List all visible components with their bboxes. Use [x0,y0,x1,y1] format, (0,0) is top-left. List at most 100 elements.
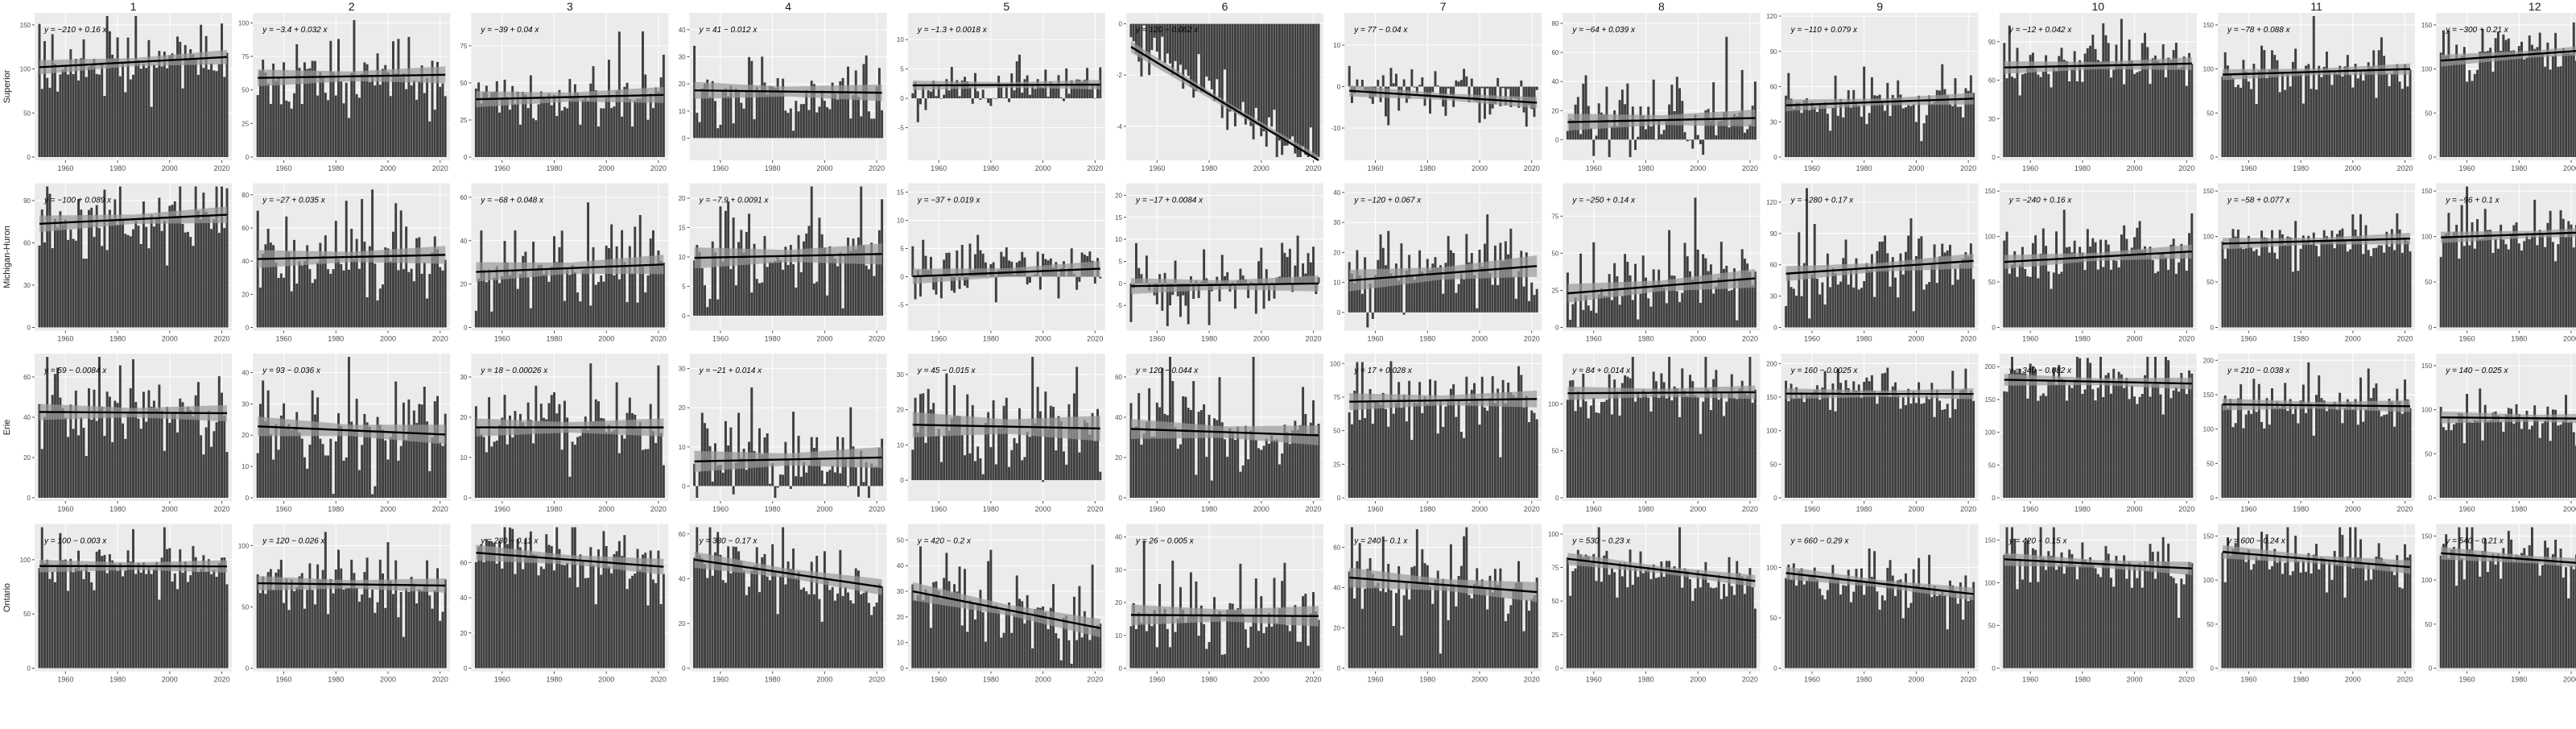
data-bar [2055,385,2058,498]
data-bar [2372,248,2375,327]
data-bar [411,85,413,157]
data-bar [972,405,974,480]
data-bar [1385,409,1387,498]
data-bar [2087,229,2089,327]
data-bar [821,470,824,486]
data-bar [1234,440,1236,498]
data-bar [392,41,394,157]
data-bar [1886,368,1889,498]
data-bar [2442,544,2445,668]
data-bar [2047,271,2050,328]
data-bar [200,219,202,328]
data-bar [855,70,857,138]
data-bar [1525,396,1528,498]
data-bar [1361,80,1364,86]
y-tick-label: 10 [897,36,904,43]
y-tick-label: 0 [1555,136,1559,143]
data-bar [2442,427,2445,498]
x-tick-label: 1980 [2293,164,2309,172]
data-bar [176,433,179,498]
data-bar [1720,599,1723,669]
data-bar [2276,259,2278,327]
data-bar [1725,596,1728,668]
data-bar [1297,642,1299,669]
data-bar [808,466,811,487]
data-bar [2294,404,2297,498]
data-bar [803,104,805,138]
y-tick-label: 0 [2211,665,2215,673]
data-bar [2531,235,2533,328]
data-bar [1678,88,1681,139]
x-tick-label: 2020 [432,335,448,343]
data-bar [631,126,634,157]
data-bar [124,234,126,327]
data-bar [1868,381,1871,498]
data-bar [919,394,922,480]
data-bar [2042,393,2045,498]
data-bar [195,187,197,328]
data-bar [873,607,875,668]
data-bar [2526,556,2529,669]
data-bar [1837,369,1839,498]
data-bar [650,238,652,327]
data-bar [436,396,439,498]
data-bar [192,55,194,157]
y-tick-label: 100 [2203,426,2215,433]
data-bar [722,473,724,487]
data-bar [1010,450,1013,480]
data-bar [1827,254,1829,328]
data-bar [2070,68,2073,157]
x-tick-label: 2020 [650,335,667,343]
data-bar [98,228,101,327]
y-tick-label: 20 [460,281,467,288]
data-bar [2055,71,2058,157]
data-bar [291,430,293,498]
x-tick-label: 1980 [765,164,781,172]
data-bar [714,101,716,138]
data-bar [485,452,488,498]
y-tick-label: 0 [1773,325,1777,332]
data-bar [750,61,753,139]
data-bar [2370,68,2372,157]
data-bar [1810,102,1813,157]
data-bar [2008,555,2011,668]
data-bar [1884,111,1886,157]
data-bar [1821,387,1823,498]
data-bar [439,442,441,498]
data-bar [2139,221,2141,327]
data-bar [1860,117,1863,157]
data-bar [2235,87,2237,157]
data-bar [2034,370,2037,498]
data-bar [2131,386,2133,498]
data-bar [800,272,803,316]
data-bar [1801,296,1803,328]
y-tick-label: 20 [679,195,686,202]
data-bar [530,309,532,328]
data-bar [1640,398,1642,498]
data-bar [815,113,818,139]
data-bar [1047,629,1050,668]
data-bar [2152,384,2154,498]
data-bar [2344,66,2347,157]
data-bar [1509,605,1512,668]
data-bar [161,411,163,498]
y-tick-label: 10 [897,441,904,449]
data-bar [832,254,834,315]
data-bar [1476,309,1478,313]
x-tick-label: 2020 [2178,335,2194,343]
data-bar [1416,529,1418,669]
y-tick-label: 0 [900,95,904,102]
data-bar [2567,599,2570,669]
data-bar [1078,453,1080,480]
data-bar [327,269,329,327]
data-bar [2128,399,2131,498]
equation-label: y = 120 − 0.026 x [262,537,325,546]
data-bar [1787,73,1790,157]
data-bar [1637,137,1639,140]
data-bar [283,278,285,328]
data-bar [1203,624,1205,669]
y-tick-label: 5 [1119,258,1123,265]
data-bar [2157,384,2159,498]
data-bar [1026,432,1029,480]
